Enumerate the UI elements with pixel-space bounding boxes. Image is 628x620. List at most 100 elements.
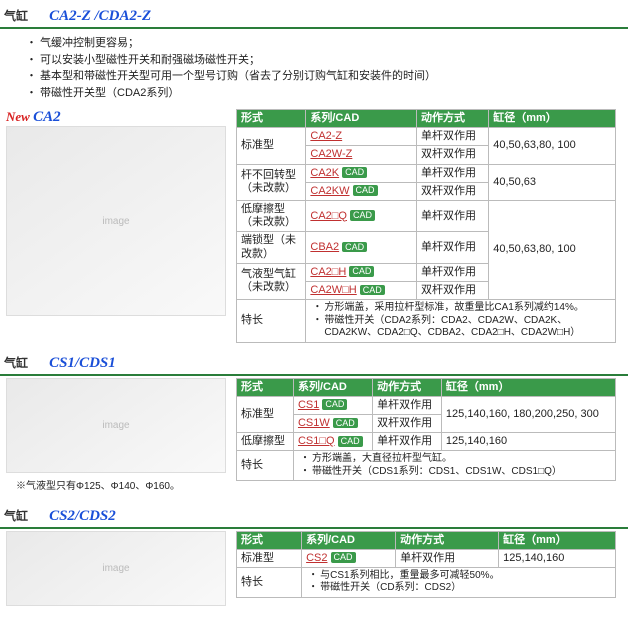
cell-type: 气液型气缸（未改款） xyxy=(237,263,306,299)
bullet-item: 基本型和带磁性开关型可用一个型号订购（省去了分别订购气缸和安装件的时间） xyxy=(40,68,628,85)
th-bore: 缸径（mm） xyxy=(489,110,616,128)
th-action: 动作方式 xyxy=(373,378,442,396)
cell-series: CA2-Z xyxy=(306,128,417,146)
cell-series: CA2KCAD xyxy=(306,164,417,182)
cell-feat-label: 特长 xyxy=(237,567,302,597)
series-link[interactable]: CA2-Z xyxy=(310,130,342,142)
bullet-item: 带磁性开关型（CDA2系列） xyxy=(40,85,628,102)
cell-series: CA2KW CAD xyxy=(306,182,417,200)
cell-bore: 40,50,63,80, 100 xyxy=(489,128,616,164)
cell-series: CBA2CAD xyxy=(306,232,417,263)
cad-badge: CAD xyxy=(331,552,356,563)
cell-action: 双杆双作用 xyxy=(373,414,442,432)
cad-badge: CAD xyxy=(342,242,367,253)
cad-badge: CAD xyxy=(342,167,367,178)
product-image-col-cs2: image xyxy=(0,531,230,606)
cell-series: CA2W-Z xyxy=(306,146,417,164)
cell-action: 双杆双作用 xyxy=(417,146,489,164)
section-header-cs1: 气缸 CS1/CDS1 xyxy=(0,351,628,376)
cell-type: 标准型 xyxy=(237,396,294,432)
series-link[interactable]: CA2KW xyxy=(310,185,349,197)
cell-bore: 125,140,160 xyxy=(441,433,615,451)
series-link[interactable]: CA2□Q xyxy=(310,210,347,222)
series-link[interactable]: CA2K xyxy=(310,167,339,179)
cell-features: 方形端盖，大直径拉杆型气缸。 带磁性开关（CDS1系列：CDS1、CDS1W、C… xyxy=(293,451,615,481)
cell-type: 标准型 xyxy=(237,128,306,164)
product-image-col-ca2: New CA2 image xyxy=(0,109,230,316)
spec-table-ca2: 形式 系列/CAD 动作方式 缸径（mm） 标准型 CA2-Z 单杆双作用 40… xyxy=(236,109,616,343)
cell-series: CA2□HCAD xyxy=(306,263,417,281)
series-link[interactable]: CS2 xyxy=(306,552,327,564)
th-type: 形式 xyxy=(237,531,302,549)
series-link[interactable]: CA2W□H xyxy=(310,284,356,296)
model-label: CA2-Z /CDA2-Z xyxy=(49,8,151,24)
bullet-item: 气缓冲控制更容易； xyxy=(40,35,628,52)
cell-action: 单杆双作用 xyxy=(417,263,489,281)
cell-series: CS1WCAD xyxy=(293,414,372,432)
cad-badge: CAD xyxy=(353,185,378,196)
cell-action: 单杆双作用 xyxy=(373,433,442,451)
series-link[interactable]: CS1□Q xyxy=(298,435,335,447)
th-series: 系列/CAD xyxy=(306,110,417,128)
cell-bore: 40,50,63,80, 100 xyxy=(489,200,616,299)
cell-bore: 125,140,160, 180,200,250, 300 xyxy=(441,396,615,432)
product-type-label: 气缸 xyxy=(4,9,28,23)
model-label: CS1/CDS1 xyxy=(49,355,116,371)
cell-features: 方形端盖，采用拉杆型标准，故重量比CA1系列减约14%。 带磁性开关（CDA2系… xyxy=(306,300,616,343)
cell-bore: 40,50,63 xyxy=(489,164,616,200)
cell-features: 与CS1系列相比，重量最多可减轻50%。 带磁性开关（CD系列：CDS2） xyxy=(302,567,616,597)
feature-item: 带磁性开关（CDS1系列：CDS1、CDS1W、CDS1□Q） xyxy=(312,466,611,479)
product-type-label: 气缸 xyxy=(4,356,28,370)
th-action: 动作方式 xyxy=(396,531,499,549)
cell-action: 单杆双作用 xyxy=(417,128,489,146)
th-series: 系列/CAD xyxy=(302,531,396,549)
series-link[interactable]: CA2W-Z xyxy=(310,148,352,160)
series-link[interactable]: CS1 xyxy=(298,399,319,411)
th-type: 形式 xyxy=(237,110,306,128)
cell-action: 单杆双作用 xyxy=(396,549,499,567)
cell-action: 双杆双作用 xyxy=(417,182,489,200)
cell-type: 低摩擦型 xyxy=(237,433,294,451)
feature-item: 方形端盖，采用拉杆型标准，故重量比CA1系列减约14%。 xyxy=(324,302,611,315)
new-tag: New CA2 xyxy=(6,109,230,126)
cell-action: 单杆双作用 xyxy=(417,164,489,182)
cell-action: 单杆双作用 xyxy=(373,396,442,414)
th-series: 系列/CAD xyxy=(293,378,372,396)
cell-bore: 125,140,160 xyxy=(499,549,616,567)
bullet-item: 可以安装小型磁性开关和耐强磁场磁性开关； xyxy=(40,52,628,69)
cad-badge: CAD xyxy=(360,285,385,296)
th-bore: 缸径（mm） xyxy=(499,531,616,549)
product-image-ca2: image xyxy=(6,126,226,316)
section-header-cs2: 气缸 CS2/CDS2 xyxy=(0,504,628,529)
cell-series: CA2W□H CAD xyxy=(306,281,417,299)
feature-item: 方形端盖，大直径拉杆型气缸。 xyxy=(312,453,611,466)
cell-feat-label: 特长 xyxy=(237,451,294,481)
cell-type: 杆不回转型（未改款） xyxy=(237,164,306,200)
cell-series: CA2□QCAD xyxy=(306,200,417,231)
cell-type: 端锁型（未改款） xyxy=(237,232,306,263)
cell-feat-label: 特长 xyxy=(237,300,306,343)
section-header-ca2: 气缸 CA2-Z /CDA2-Z xyxy=(0,4,628,29)
series-link[interactable]: CBA2 xyxy=(310,241,339,253)
feature-bullets-ca2: 气缓冲控制更容易； 可以安装小型磁性开关和耐强磁场磁性开关； 基本型和带磁性开关… xyxy=(40,35,628,101)
series-link[interactable]: CA2□H xyxy=(310,266,346,278)
cad-badge: CAD xyxy=(338,436,363,447)
cad-badge: CAD xyxy=(322,399,347,410)
cell-series: CS1CAD xyxy=(293,396,372,414)
th-type: 形式 xyxy=(237,378,294,396)
product-image-col-cs1: image ※气液型只有Φ125、Φ140、Φ160。 xyxy=(0,378,230,496)
feature-item: 带磁性开关（CD系列：CDS2） xyxy=(320,582,611,595)
cell-action: 双杆双作用 xyxy=(417,281,489,299)
cell-action: 单杆双作用 xyxy=(417,232,489,263)
model-label: CS2/CDS2 xyxy=(49,508,116,524)
cell-type: 低摩擦型（未改款） xyxy=(237,200,306,231)
cell-series: CS2 CAD xyxy=(302,549,396,567)
cad-badge: CAD xyxy=(349,266,374,277)
feature-item: 与CS1系列相比，重量最多可减轻50%。 xyxy=(320,570,611,583)
series-link[interactable]: CS1W xyxy=(298,417,330,429)
product-type-label: 气缸 xyxy=(4,509,28,523)
product-image-cs2: image xyxy=(6,531,226,606)
cell-series: CS1□QCAD xyxy=(293,433,372,451)
th-bore: 缸径（mm） xyxy=(441,378,615,396)
th-action: 动作方式 xyxy=(417,110,489,128)
